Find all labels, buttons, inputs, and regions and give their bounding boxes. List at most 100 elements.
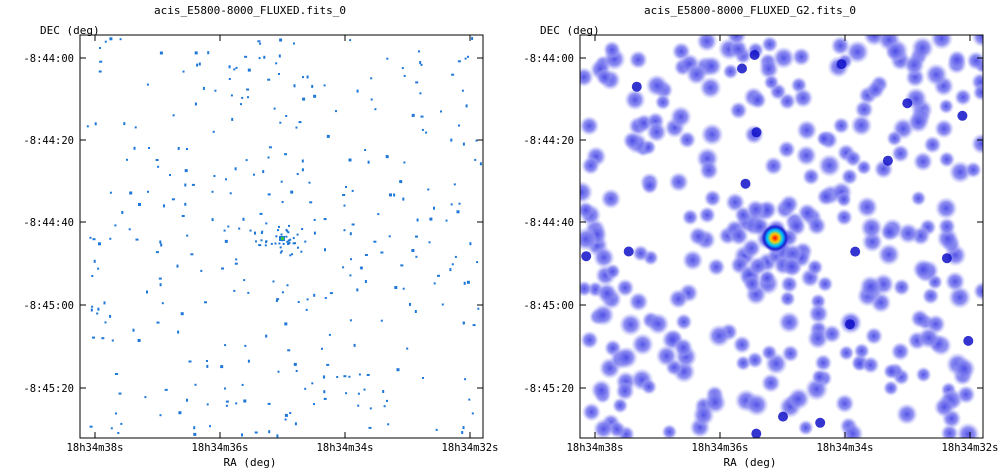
event-pixel [242,217,245,221]
smoothed-blob [655,344,678,368]
event-pixel [435,428,438,431]
x-tick-label: 18h34m36s [692,442,749,454]
event-pixel [157,165,160,168]
event-pixel [276,434,279,438]
event-pixel [349,39,352,42]
event-pixel [155,159,159,161]
event-pixel [121,211,124,214]
event-pixel [257,40,261,43]
event-pixel [109,314,112,318]
event-pixel [184,202,187,206]
smoothed-blob [802,167,821,186]
event-pixel [386,399,388,402]
event-pixel [289,254,292,257]
event-pixel [382,390,385,393]
event-pixel [159,240,162,244]
smoothed-blob [865,80,885,100]
smoothed-blob [907,111,930,134]
event-pixel [268,430,271,434]
event-pixel [99,47,101,49]
smoothed-blob [792,87,814,109]
smoothed-blob [681,249,704,271]
event-pixel [265,241,267,244]
event-pixel [345,392,348,395]
event-pixel [288,224,290,227]
event-pixel [126,158,128,161]
event-pixel [176,264,179,268]
smoothed-blob [895,403,918,426]
event-pixel [358,373,361,376]
event-pixel [164,388,168,391]
event-pixel [227,225,230,228]
smoothed-blob [645,74,669,97]
bright-source [761,224,789,252]
smoothed-blob [681,208,699,226]
left-ra-axis-label: RA (deg) [223,456,277,469]
event-pixel [155,251,159,254]
event-pixel [403,74,406,77]
event-pixel [428,241,431,244]
smoothed-blob [692,403,715,427]
event-pixel [181,215,185,217]
smoothed-blob [612,397,629,414]
event-pixel [324,248,326,252]
event-pixel [91,305,94,308]
event-pixel [267,193,271,196]
event-pixel [464,378,467,381]
smoothed-blob [880,222,899,242]
event-pixel [285,229,288,231]
event-pixel [286,230,289,233]
smoothed-blob [744,392,769,417]
event-pixel [223,229,226,232]
event-pixel [247,291,250,294]
right-image-plot[interactable]: 18h34m38s 18h34m36s 18h34m34s 18h34m32s -8:4… [500,0,1000,476]
event-pixel [287,243,289,245]
event-pixel [191,183,195,186]
event-pixel [267,402,271,405]
event-pixel [110,427,113,430]
event-pixel [297,301,300,303]
smoothed-blob [912,151,934,172]
smoothed-blob [972,281,983,301]
bright-blob [623,246,634,257]
event-pixel [386,57,389,60]
smoothed-blob [930,35,954,51]
smoothed-blob [779,290,796,308]
event-pixel [306,298,309,301]
event-pixel [343,229,346,232]
smoothed-blob [859,216,884,240]
event-pixel [380,251,384,254]
left-image-plot[interactable]: 18h34m38s 18h34m36s 18h34m34s 18h34m32s -8:4… [0,0,500,476]
smoothed-blob [580,201,595,219]
left-dec-axis-label: DEC (deg) [40,24,100,37]
smoothed-blob [760,372,781,394]
x-tick-label: 18h34m34s [317,442,374,454]
smoothed-blob [615,346,638,370]
event-pixel [224,387,226,390]
smoothed-blob [698,160,719,181]
event-pixel [462,142,465,146]
event-pixel [356,288,359,292]
event-pixel [246,88,250,91]
event-pixel [415,235,418,238]
x-tick-label: 18h34m32s [942,442,999,454]
event-pixel [440,110,442,113]
event-pixel [109,237,112,240]
event-pixel [267,78,271,81]
event-pixel [302,97,306,101]
event-pixel [477,307,480,310]
event-pixel [356,89,359,93]
smoothed-blob [933,396,955,418]
smoothed-blob [596,282,618,304]
event-pixel [214,89,217,92]
smoothed-blob [892,278,911,297]
event-pixel [180,312,184,316]
event-pixel [374,108,377,111]
smoothed-blob [806,258,824,276]
smoothed-blob [816,275,834,293]
smoothed-blob [956,384,976,405]
event-pixel [293,84,296,88]
event-pixel [186,148,188,150]
smoothed-blob [778,311,801,334]
smoothed-blob [856,196,879,219]
